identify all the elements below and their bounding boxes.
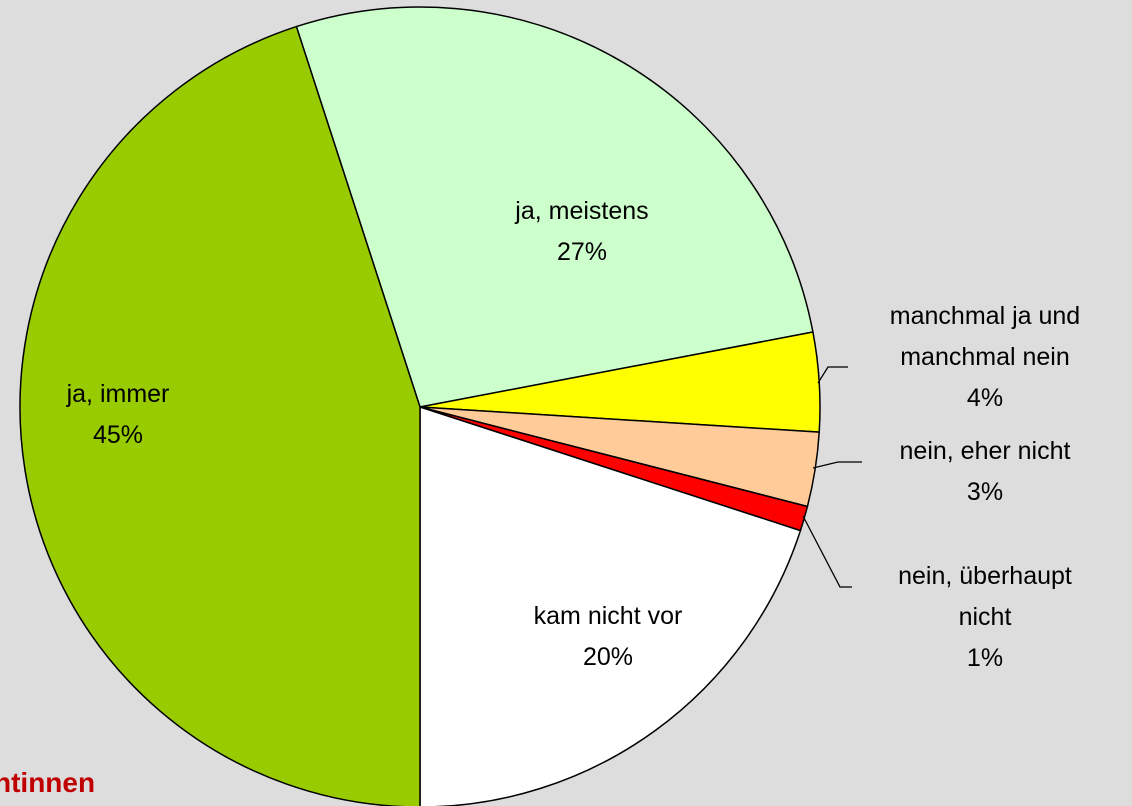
slice-label: manchmal ja und manchmal nein 4%: [835, 296, 1132, 419]
slice-label: kam nicht vor 20%: [478, 596, 738, 678]
value-label: 27%: [556, 238, 608, 266]
slice-label: ja, meistens 27%: [452, 191, 712, 273]
slice-label: ja, immer 45%: [0, 374, 248, 456]
category-label: ja, meistens: [515, 197, 649, 225]
slice-label: nein, eher nicht 3%: [835, 431, 1132, 513]
leader-line: [802, 515, 852, 588]
value-label: 20%: [582, 643, 634, 671]
pie-slice: [295, 6, 814, 408]
value-label: 4%: [966, 384, 1004, 412]
slice-label: nein, überhaupt nicht 1%: [870, 556, 1100, 679]
value-label: 3%: [966, 478, 1004, 506]
footer-text: ntinnen: [0, 767, 95, 798]
value-label: 45%: [92, 421, 144, 449]
pie-slice: [19, 25, 421, 806]
category-label: manchmal ja und manchmal nein: [889, 302, 1081, 371]
pie-slice: [419, 405, 802, 806]
value-label: 1%: [966, 644, 1004, 672]
category-label: nein, überhaupt nicht: [898, 562, 1072, 631]
category-label: kam nicht vor: [533, 602, 683, 630]
category-label: nein, eher nicht: [899, 437, 1071, 465]
leader-line: [812, 461, 862, 469]
leader-line: [817, 366, 848, 384]
category-label: ja, immer: [66, 380, 170, 408]
